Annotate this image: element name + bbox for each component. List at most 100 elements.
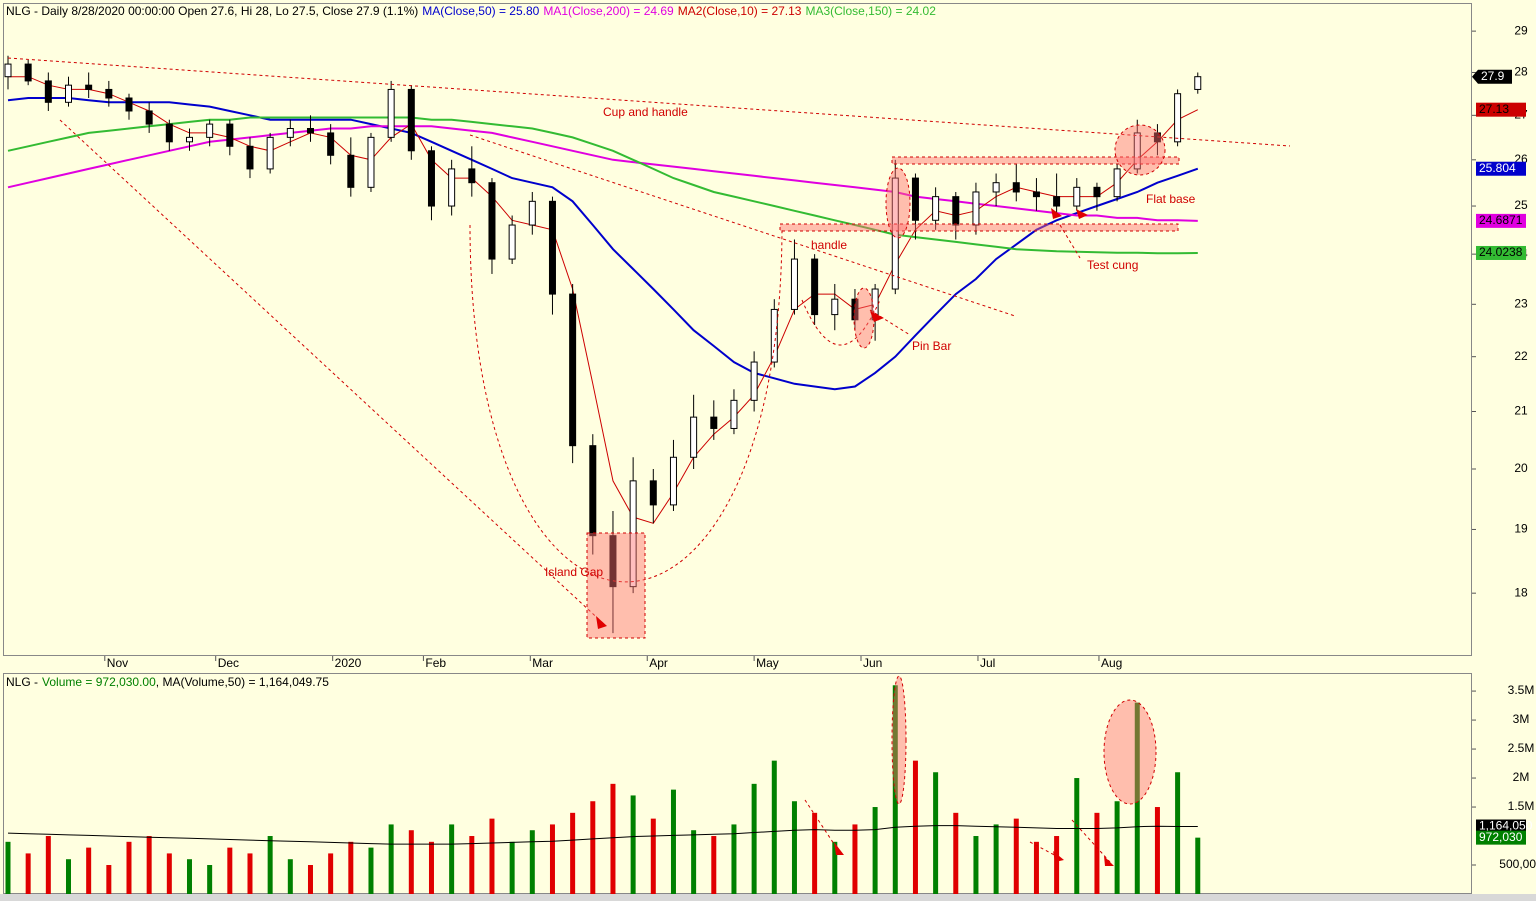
last-value-label: 24.6871 xyxy=(1479,213,1523,227)
candle-body xyxy=(992,182,1000,193)
last-value-label-box xyxy=(1476,161,1526,176)
volume-bar xyxy=(1013,818,1019,894)
volume-bar xyxy=(912,760,918,894)
candle-body xyxy=(710,416,718,429)
candle-body xyxy=(1093,186,1101,198)
volume-bar xyxy=(328,853,334,894)
close-label: 27.9 xyxy=(1481,69,1505,83)
y-tick-label: 20 xyxy=(1514,461,1528,475)
volume-bar xyxy=(368,847,374,894)
volume-pane xyxy=(3,673,1472,894)
y-tick-label: 3M xyxy=(1513,712,1530,726)
candle-body xyxy=(649,480,657,506)
x-tick-label: Mar xyxy=(532,656,553,670)
chart-title: NLG - Daily 8/28/2020 00:00:00 Open 27.6… xyxy=(6,4,418,18)
candle-body xyxy=(548,200,556,295)
legend-entry: Volume = 972,030.00 xyxy=(42,675,156,689)
volume-bar xyxy=(1074,778,1080,894)
x-tick-label: 2020 xyxy=(335,656,362,670)
volume-bar xyxy=(1175,772,1181,894)
arrow-line xyxy=(804,799,839,851)
annotation: Island Gap xyxy=(545,565,603,579)
volume-bar xyxy=(933,772,939,894)
volume-bar xyxy=(287,859,293,894)
volume-bar xyxy=(771,760,777,894)
island-gap-box xyxy=(586,532,646,639)
candle-body xyxy=(1174,93,1182,143)
volume-bar xyxy=(570,812,576,894)
volume-bar xyxy=(348,841,354,894)
candle-body xyxy=(750,361,758,401)
legend-entry: MA2(Close,10) = 27.13 xyxy=(678,4,802,18)
candle-body xyxy=(226,123,234,147)
volume-bar xyxy=(1054,836,1060,894)
candle-body xyxy=(448,168,456,207)
volume-bar xyxy=(993,824,999,894)
volume-bar xyxy=(126,841,132,894)
base-zone xyxy=(891,156,1180,165)
volume-bar xyxy=(186,859,192,894)
volume-bar xyxy=(45,836,51,894)
candle-body xyxy=(64,84,72,103)
candle-body xyxy=(669,456,677,506)
volume-bar xyxy=(1195,837,1201,894)
x-tick-label: Jul xyxy=(980,656,995,670)
volume-bar xyxy=(207,865,213,894)
legend-entry: MA(Close,50) = 25.80 xyxy=(422,4,539,18)
candle-body xyxy=(1073,186,1081,207)
volume-bar xyxy=(1094,812,1100,894)
x-tick-label: Nov xyxy=(107,656,128,670)
volume-bar xyxy=(166,853,172,894)
arrow-head xyxy=(1051,208,1062,219)
candle-body xyxy=(972,191,980,226)
arrow-head xyxy=(1104,856,1114,866)
candle-body xyxy=(569,293,577,447)
arrow-head xyxy=(1076,209,1088,219)
x-tick-label: Apr xyxy=(649,656,668,670)
volume-bar xyxy=(1134,702,1140,894)
y-tick-label: 3.5M xyxy=(1508,683,1535,697)
candle-body xyxy=(629,480,637,588)
annotation: handle xyxy=(811,238,847,252)
volume-bar xyxy=(791,801,797,894)
x-tick-label: Jun xyxy=(863,656,882,670)
candle-body xyxy=(246,145,254,170)
candle-body xyxy=(85,84,93,90)
last-value-label-box xyxy=(1476,213,1526,228)
volume-bar xyxy=(691,830,697,894)
chart-header: NLG - Daily 8/28/2020 00:00:00 Open 27.6… xyxy=(6,4,936,18)
highlight xyxy=(885,167,911,239)
volume-bar xyxy=(307,865,313,894)
candle-body xyxy=(770,308,778,363)
arrow-head xyxy=(1053,851,1064,862)
volume-bar xyxy=(529,830,535,894)
candle-body xyxy=(932,196,940,221)
ma-line xyxy=(7,116,1198,255)
candle-body xyxy=(24,63,32,82)
highlight xyxy=(853,287,875,349)
y-tick-label: 25 xyxy=(1514,198,1528,212)
y-tick-label: 2.5M xyxy=(1508,741,1535,755)
arrow-line xyxy=(1059,224,1081,259)
volume-bar xyxy=(953,812,959,894)
last-value-label: 27.13 xyxy=(1479,102,1509,116)
candle-body xyxy=(589,445,597,537)
candle-body xyxy=(1133,132,1141,170)
volume-bar xyxy=(872,807,878,894)
volume-bar xyxy=(227,847,233,894)
volume-bar xyxy=(670,789,676,894)
candle-body xyxy=(851,298,859,321)
candle-body xyxy=(4,63,12,78)
volume-bar xyxy=(590,801,596,894)
volume-bar xyxy=(731,824,737,894)
volume-bar xyxy=(509,841,515,894)
last-value-label-box xyxy=(1476,819,1526,834)
volume-bar xyxy=(832,841,838,894)
last-value-label-box xyxy=(1476,245,1526,260)
candle-body xyxy=(831,298,839,316)
volume-bar xyxy=(489,818,495,894)
highlight xyxy=(1114,124,1166,176)
annotation: Flat base xyxy=(1146,192,1196,206)
candle-body xyxy=(145,110,153,125)
